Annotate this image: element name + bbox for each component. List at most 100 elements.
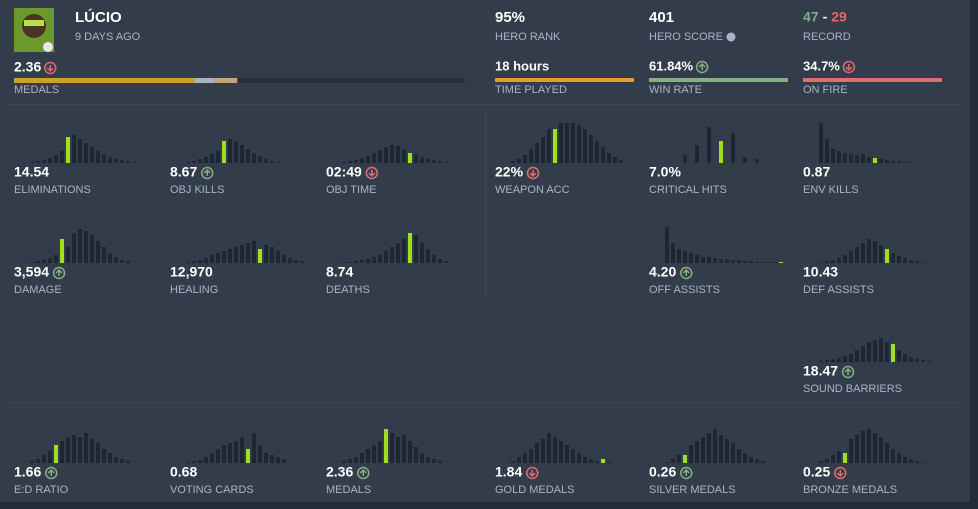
histogram-bar xyxy=(511,161,515,163)
histogram-bar xyxy=(559,123,563,163)
histogram-bar xyxy=(36,459,40,463)
histogram-bar xyxy=(396,437,400,463)
stat-label: ENV KILLS xyxy=(803,184,859,196)
histogram-bar xyxy=(873,433,877,463)
stat-label: VOTING CARDS xyxy=(170,484,254,496)
histogram-bar xyxy=(707,257,711,263)
histogram-bar xyxy=(414,154,418,163)
histogram-bar xyxy=(843,255,847,263)
stat-value: 0.87 xyxy=(803,164,830,180)
histogram-bar xyxy=(36,161,40,163)
stat-value: 02:49 xyxy=(326,164,362,180)
histogram-bar xyxy=(589,135,593,163)
histogram-bar xyxy=(689,253,693,263)
histogram-bar xyxy=(228,249,232,263)
histogram-bar xyxy=(342,461,346,463)
histogram-bar xyxy=(849,251,853,263)
histogram-bar xyxy=(819,123,823,163)
histogram-bar xyxy=(671,459,675,463)
progress-bar xyxy=(649,78,788,82)
histogram-bar xyxy=(54,255,58,263)
histogram-bar xyxy=(855,155,859,163)
histogram-bar xyxy=(731,133,735,163)
histogram-bar xyxy=(210,453,214,463)
histogram-bar xyxy=(909,162,913,163)
histogram-bar xyxy=(601,147,605,163)
medal-segment xyxy=(214,78,238,83)
histogram-bar xyxy=(438,161,442,163)
histogram-bar xyxy=(565,123,569,163)
histogram-bar xyxy=(126,161,130,163)
histogram-bar xyxy=(444,162,448,163)
trend-arrow xyxy=(844,367,852,375)
histogram-bar xyxy=(529,449,533,463)
trend-arrow xyxy=(845,64,853,72)
histogram-bar xyxy=(885,443,889,463)
histogram-bar xyxy=(120,160,124,163)
histogram-bar xyxy=(120,459,124,463)
trend-icon xyxy=(201,166,214,180)
histogram-bar xyxy=(755,159,759,163)
histogram-bar xyxy=(384,429,388,463)
stat-value: 4.20 xyxy=(649,264,676,280)
histogram-bar xyxy=(348,262,352,263)
histogram-bar xyxy=(565,445,569,463)
histogram-bar xyxy=(909,260,913,263)
histogram-bar xyxy=(843,356,847,362)
histogram-bar xyxy=(390,145,394,163)
histogram-bar xyxy=(54,155,58,163)
trend-icon xyxy=(44,61,57,75)
histogram-bar xyxy=(108,453,112,463)
histogram-bar xyxy=(270,247,274,263)
histogram-bar xyxy=(234,441,238,463)
histogram-bar xyxy=(252,433,256,463)
histogram-bar xyxy=(258,249,262,263)
histogram-bar xyxy=(408,233,412,263)
histogram-bar xyxy=(713,429,717,463)
histogram-bar xyxy=(192,261,196,263)
histogram-bar xyxy=(30,262,34,263)
histogram-bar xyxy=(246,449,250,463)
histogram-bar xyxy=(432,160,436,163)
histogram-bar xyxy=(198,460,202,463)
histogram-bar xyxy=(665,227,669,263)
trend-arrow xyxy=(528,470,536,478)
histogram-bar xyxy=(897,350,901,362)
histogram-bar xyxy=(921,462,925,463)
histogram-bar xyxy=(837,151,841,163)
histogram-bar xyxy=(743,157,747,163)
trend-arrow xyxy=(698,62,706,70)
histogram-bar xyxy=(96,443,100,463)
histogram-bar xyxy=(737,449,741,463)
histogram-bar xyxy=(855,247,859,263)
histogram-bar xyxy=(619,160,623,163)
histogram-bar xyxy=(731,443,735,463)
histogram-bar xyxy=(60,441,64,463)
progress-value: 34.7% xyxy=(803,58,840,73)
histogram-bar xyxy=(707,127,711,163)
histogram-bar xyxy=(867,239,871,263)
last-played: 9 DAYS AGO xyxy=(75,31,141,43)
stat-value: 22% xyxy=(495,164,524,180)
histogram-bar xyxy=(228,139,232,163)
histogram-bar xyxy=(402,149,406,163)
histogram-bar xyxy=(90,147,94,163)
histogram-bar xyxy=(114,257,118,263)
histogram-bar xyxy=(84,433,88,463)
stat-label: HEALING xyxy=(170,284,218,296)
stat-label: MEDALS xyxy=(326,484,371,496)
histogram-bar xyxy=(258,445,262,463)
histogram-bar xyxy=(186,262,190,263)
histogram-bar xyxy=(114,159,118,163)
histogram-bar xyxy=(927,361,931,362)
progress-bar xyxy=(803,78,942,82)
histogram-bar xyxy=(535,443,539,463)
histogram-bar xyxy=(837,358,841,362)
histogram-bar xyxy=(78,139,82,163)
histogram-bar xyxy=(523,155,527,163)
histogram-bar xyxy=(360,260,364,263)
histogram-bar xyxy=(915,261,919,263)
histogram-bar xyxy=(861,346,865,362)
histogram-bar xyxy=(276,457,280,463)
